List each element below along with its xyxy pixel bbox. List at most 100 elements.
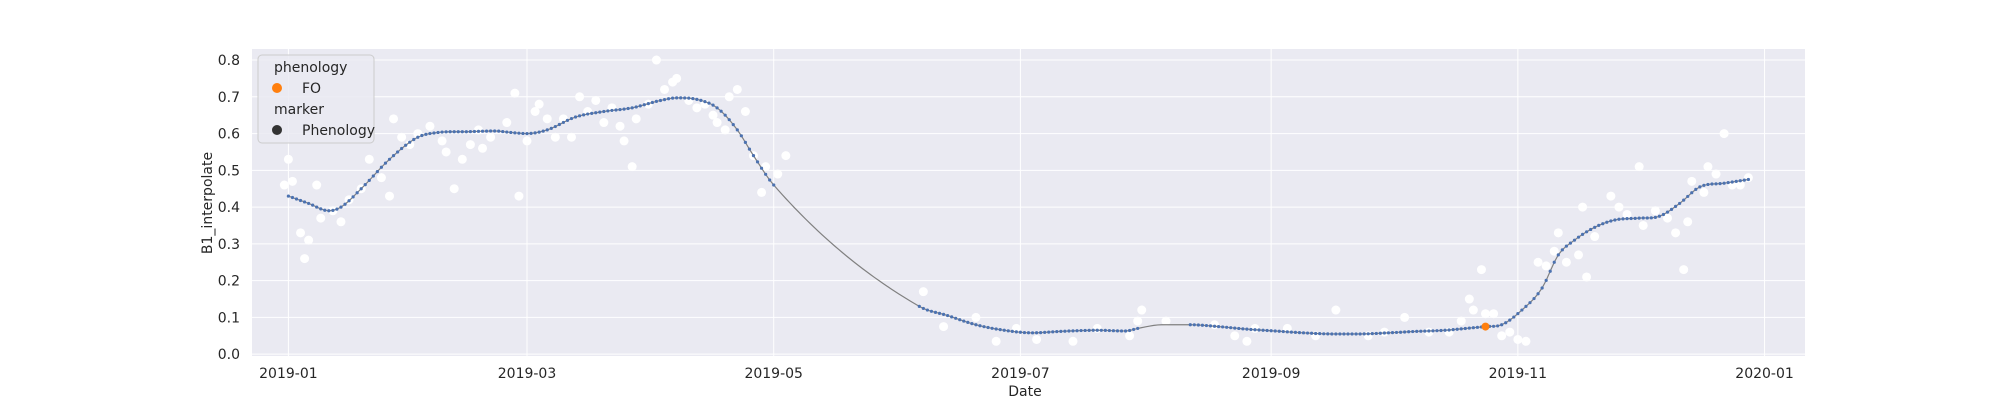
curve-dot: [1063, 329, 1067, 333]
curve-dot: [1301, 331, 1306, 335]
curve-dot: [1512, 315, 1516, 319]
curve-dot: [658, 98, 663, 103]
curve-dot: [541, 129, 545, 133]
grid-lines: [252, 49, 1805, 356]
raw-point: [283, 154, 293, 164]
curve-dot: [1018, 330, 1023, 334]
phenology-fo-point: [1481, 322, 1490, 331]
curve-dot: [602, 109, 606, 114]
curve-dot: [764, 172, 768, 176]
raw-point: [522, 136, 532, 146]
raw-point: [672, 73, 682, 83]
curve-dot: [1423, 329, 1427, 333]
raw-point: [1456, 316, 1466, 326]
curve-dot: [1496, 324, 1500, 328]
curve-dot: [565, 118, 570, 122]
curve-dot: [1580, 232, 1585, 236]
curve-dot: [1047, 330, 1051, 334]
curve-dot: [456, 130, 460, 134]
curve-dot: [464, 130, 468, 134]
curve-dot: [950, 315, 954, 319]
curve-dot: [1722, 181, 1726, 185]
curve-dot: [1641, 216, 1645, 220]
curve-dot: [1305, 331, 1310, 335]
curve-dot: [1188, 323, 1192, 327]
curve-dot: [1682, 198, 1686, 202]
curve-dot: [1459, 327, 1463, 331]
curve-dot: [1229, 326, 1233, 330]
raw-point: [1533, 257, 1543, 267]
curve-dot: [768, 178, 772, 182]
raw-point: [720, 125, 730, 135]
curve-dot: [638, 104, 642, 108]
curve-dot: [351, 195, 355, 199]
raw-point: [1590, 232, 1600, 242]
raw-point: [1735, 180, 1745, 190]
raw-point: [1606, 191, 1616, 201]
raw-point: [1068, 336, 1078, 346]
raw-point: [486, 132, 496, 142]
raw-point: [1161, 316, 1171, 326]
curve-dot: [1568, 241, 1573, 245]
raw-point: [1703, 162, 1713, 172]
curve-dot: [1556, 253, 1560, 257]
curve-dot: [476, 129, 481, 133]
curve-dot: [428, 131, 432, 136]
legend-phenology-label: Phenology: [302, 123, 375, 139]
curve-dot: [335, 207, 339, 211]
x-tick-label: 2019-09: [1242, 366, 1301, 382]
x-tick-label: 2020-01: [1735, 366, 1794, 382]
curve-dot: [436, 130, 440, 135]
curve-dot: [1136, 326, 1140, 331]
curve-dot: [1281, 329, 1285, 334]
curve-dot: [675, 96, 679, 100]
curve-dot: [1678, 201, 1682, 206]
curve-dot: [1649, 216, 1653, 220]
curve-dot: [1261, 328, 1265, 332]
curve-dot: [925, 308, 929, 312]
curve-dot: [1504, 321, 1508, 325]
curve-dot: [755, 160, 760, 164]
x-tick-label: 2019-03: [498, 366, 557, 382]
curve-dot: [1277, 329, 1281, 333]
curve-dot: [650, 100, 654, 105]
raw-point: [550, 132, 560, 142]
curve-dot: [618, 107, 622, 112]
raw-point: [1331, 305, 1341, 315]
x-tick-label: 2019-05: [744, 366, 803, 382]
curve-dot: [954, 316, 958, 320]
smoothed-series-dots: [286, 96, 1750, 336]
curve-dot: [1071, 329, 1075, 333]
y-tick-label: 0.3: [218, 237, 240, 253]
curve-dot: [958, 318, 962, 322]
curve-dot: [933, 310, 938, 314]
curve-dot: [517, 131, 521, 135]
curve-dot: [1419, 329, 1423, 333]
curve-dot: [1597, 223, 1601, 228]
curve-dot: [1030, 331, 1035, 335]
curve-dot: [1079, 328, 1083, 333]
curve-dot: [727, 118, 731, 122]
raw-point: [740, 107, 750, 117]
x-axis-title: Date: [1008, 384, 1041, 400]
raw-point: [514, 191, 524, 201]
curve-dot: [1475, 325, 1480, 329]
curve-dot: [327, 209, 331, 213]
curve-dot: [1609, 219, 1613, 223]
curve-dot: [1673, 204, 1678, 209]
curve-dot: [610, 108, 614, 113]
curve-dot: [1208, 324, 1213, 328]
curve-dot: [1552, 260, 1556, 264]
curve-dot: [1601, 222, 1605, 226]
curve-dot: [1730, 180, 1734, 184]
x-tick-label: 2019-07: [991, 366, 1050, 382]
curve-dot: [1087, 328, 1091, 332]
curve-dot: [1055, 329, 1059, 334]
curve-dot: [323, 208, 327, 212]
curve-dot: [1447, 328, 1451, 332]
curve-dot: [1043, 330, 1047, 334]
curve-dot: [1463, 326, 1467, 331]
curve-dot: [1564, 244, 1568, 248]
curve-dot: [290, 195, 295, 200]
